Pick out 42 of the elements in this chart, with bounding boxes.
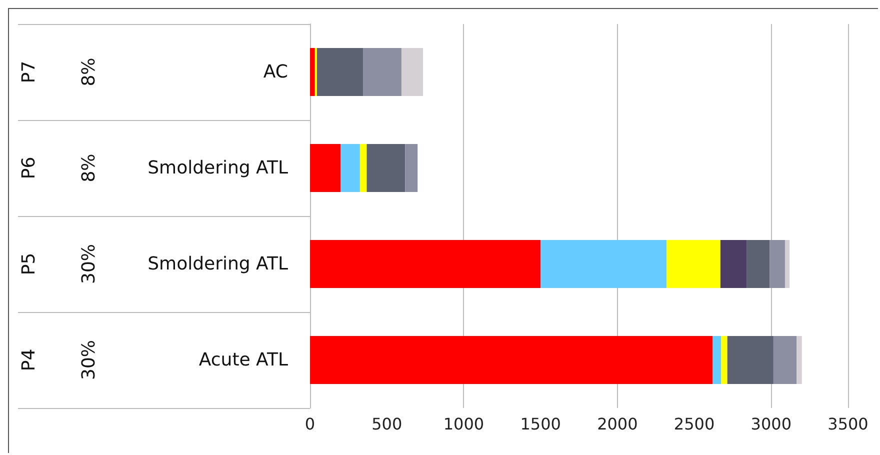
bar	[784, 240, 790, 288]
y-tick-label: Acute ATL	[198, 350, 288, 370]
bar	[727, 336, 774, 384]
bar	[746, 240, 770, 288]
bar	[310, 144, 341, 192]
y-tick-label: AC	[263, 62, 288, 82]
text: P6	[18, 156, 40, 180]
bar	[720, 240, 747, 288]
x-tick-label: 2500	[674, 414, 715, 434]
x-tick-label: 1500	[520, 414, 561, 434]
bar	[773, 336, 797, 384]
text: 30%	[78, 340, 100, 380]
text: 8%	[78, 154, 100, 182]
bar	[405, 144, 418, 192]
x-tick-label: 2000	[597, 414, 638, 434]
bar	[360, 144, 367, 192]
bar	[363, 48, 402, 96]
bar	[796, 336, 802, 384]
bar	[770, 240, 785, 288]
bar	[316, 48, 364, 96]
text: P4	[18, 348, 40, 372]
bar	[366, 144, 406, 192]
bar	[310, 48, 315, 96]
bar	[721, 336, 728, 384]
x-tick-label: 500	[372, 414, 402, 434]
text: 30%	[78, 244, 100, 284]
bar	[401, 48, 423, 96]
text: P5	[18, 252, 40, 276]
bar	[310, 336, 713, 384]
bar	[666, 240, 720, 288]
x-tick-label: 3500	[828, 414, 868, 434]
y-tick-label: Smoldering ATL	[148, 254, 288, 274]
text: P7	[18, 60, 40, 84]
y-tick-label: Smoldering ATL	[148, 158, 288, 178]
x-tick-label: 0	[304, 414, 316, 434]
x-tick-label: 1000	[443, 414, 484, 434]
bar	[540, 240, 667, 288]
x-tick-label: 3000	[750, 414, 792, 434]
bar	[712, 336, 722, 384]
bar	[310, 240, 541, 288]
bar	[340, 144, 360, 192]
text: 8%	[78, 58, 100, 86]
